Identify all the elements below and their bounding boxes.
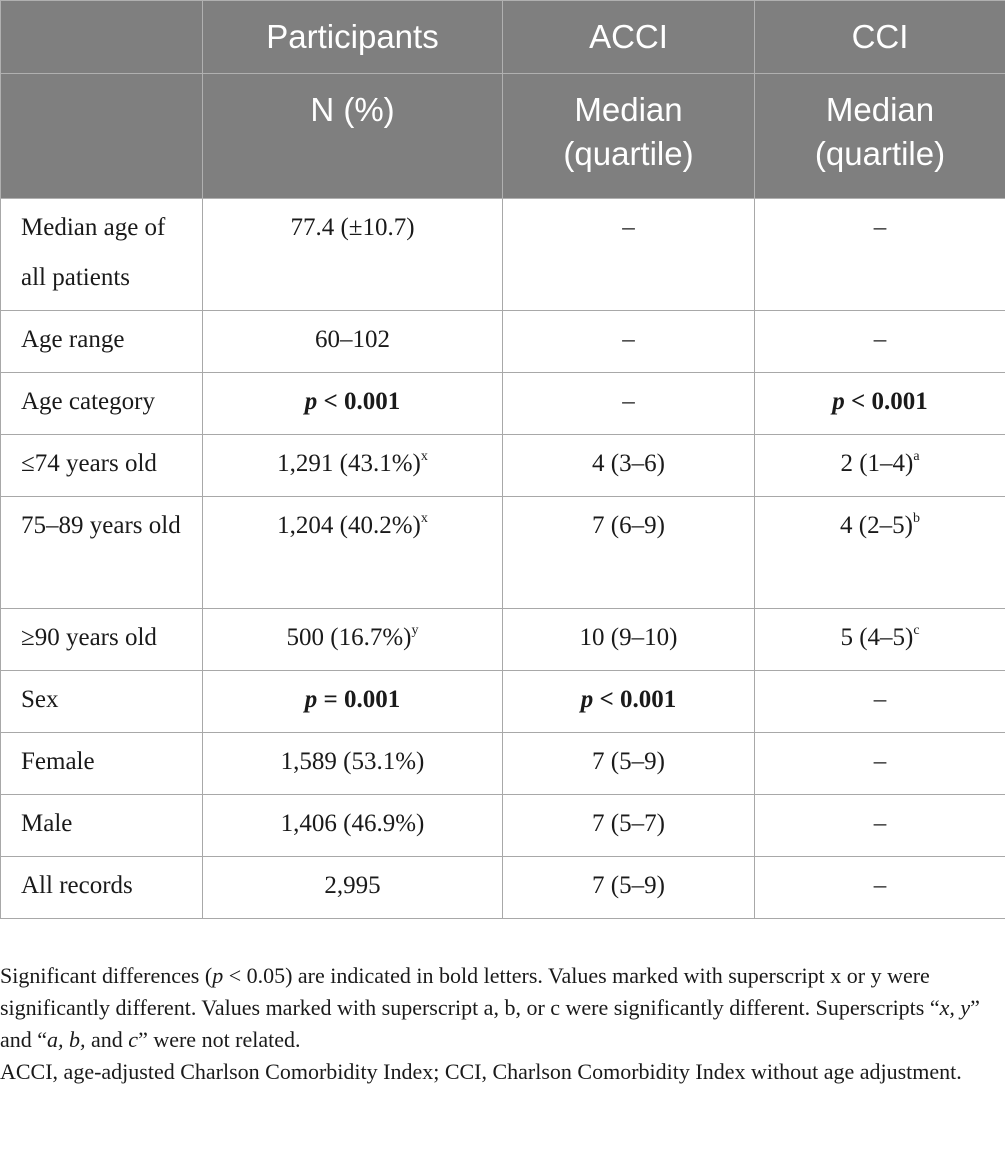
header-cci: CCI <box>754 0 1005 74</box>
table-row: Median age of all patients 77.4 (±10.7) … <box>0 198 1005 311</box>
cci-cell: 5 (4–5)c <box>754 608 1005 671</box>
acci-pvalue: p < 0.001 <box>502 670 755 733</box>
participants-cell: 2,995 <box>202 856 503 919</box>
comorbidity-table: Participants ACCI CCI N (%) Median (quar… <box>0 0 1005 919</box>
participants-cell: 1,589 (53.1%) <box>202 732 503 795</box>
footnote-significance: Significant differences (p < 0.05) are i… <box>0 963 980 1052</box>
header-row-1: Participants ACCI CCI <box>0 0 1005 74</box>
acci-cell: 10 (9–10) <box>502 608 755 671</box>
acci-cell: 7 (6–9) <box>502 496 755 609</box>
cci-cell: – <box>754 198 1005 311</box>
header-corner <box>0 0 203 74</box>
row-label: Sex <box>0 670 203 733</box>
table-row: Female 1,589 (53.1%) 7 (5–9) – <box>0 732 1005 795</box>
table-row: All records 2,995 7 (5–9) – <box>0 856 1005 919</box>
participants-cell: 1,291 (43.1%)x <box>202 434 503 497</box>
table-row: ≤74 years old 1,291 (43.1%)x 4 (3–6) 2 (… <box>0 434 1005 497</box>
cci-pvalue: p < 0.001 <box>754 372 1005 435</box>
cci-cell: – <box>754 732 1005 795</box>
header-acci-median: Median (quartile) <box>502 73 755 199</box>
participants-pvalue: p < 0.001 <box>202 372 503 435</box>
acci-cell: 7 (5–9) <box>502 732 755 795</box>
cci-cell: 2 (1–4)a <box>754 434 1005 497</box>
table-row: 75–89 years old 1,204 (40.2%)x 7 (6–9) 4… <box>0 496 1005 609</box>
header-row-2: N (%) Median (quartile) Median (quartile… <box>0 73 1005 199</box>
cci-cell: – <box>754 856 1005 919</box>
acci-cell: – <box>502 310 755 373</box>
participants-cell: 77.4 (±10.7) <box>202 198 503 311</box>
acci-cell: 7 (5–7) <box>502 794 755 857</box>
row-label: ≥90 years old <box>0 608 203 671</box>
acci-cell: 4 (3–6) <box>502 434 755 497</box>
cci-cell: – <box>754 794 1005 857</box>
row-label: Female <box>0 732 203 795</box>
acci-cell: 7 (5–9) <box>502 856 755 919</box>
header-participants: Participants <box>202 0 503 74</box>
row-label: All records <box>0 856 203 919</box>
participants-cell: 500 (16.7%)y <box>202 608 503 671</box>
participants-cell: 1,406 (46.9%) <box>202 794 503 857</box>
table-row: Age category p < 0.001 – p < 0.001 <box>0 372 1005 435</box>
participants-pvalue: p = 0.001 <box>202 670 503 733</box>
header-corner-2 <box>0 73 203 199</box>
row-label: 75–89 years old <box>0 496 203 609</box>
row-label: ≤74 years old <box>0 434 203 497</box>
row-label: Age range <box>0 310 203 373</box>
cci-cell: – <box>754 310 1005 373</box>
table-footnotes: Significant differences (p < 0.05) are i… <box>0 960 1005 1088</box>
row-label: Male <box>0 794 203 857</box>
header-cci-median: Median (quartile) <box>754 73 1005 199</box>
header-acci: ACCI <box>502 0 755 74</box>
header-n-percent: N (%) <box>202 73 503 199</box>
table-row: Sex p = 0.001 p < 0.001 – <box>0 670 1005 733</box>
table-row: ≥90 years old 500 (16.7%)y 10 (9–10) 5 (… <box>0 608 1005 671</box>
row-label: Median age of all patients <box>0 198 203 311</box>
participants-cell: 60–102 <box>202 310 503 373</box>
table-row: Male 1,406 (46.9%) 7 (5–7) – <box>0 794 1005 857</box>
table-row: Age range 60–102 – – <box>0 310 1005 373</box>
cci-cell: 4 (2–5)b <box>754 496 1005 609</box>
footnote-abbreviations: ACCI, age-adjusted Charlson Comorbidity … <box>0 1059 962 1084</box>
participants-cell: 1,204 (40.2%)x <box>202 496 503 609</box>
cci-cell: – <box>754 670 1005 733</box>
row-label: Age category <box>0 372 203 435</box>
acci-cell: – <box>502 198 755 311</box>
acci-cell: – <box>502 372 755 435</box>
